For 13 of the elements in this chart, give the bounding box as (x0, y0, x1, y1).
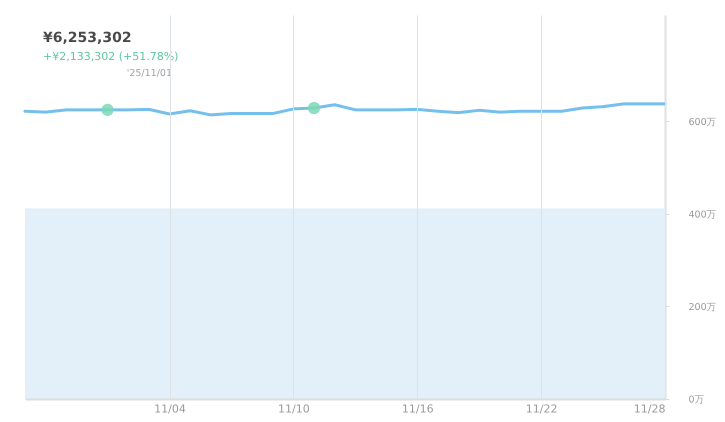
x-tick-label: 11/16 (402, 402, 434, 416)
annotation: +¥2,133,302 (+51.78%) (43, 50, 178, 63)
x-tick-label: 11/04 (154, 402, 186, 416)
y-tick-label: 600万 (688, 116, 717, 128)
y-tick-label: 400万 (688, 209, 717, 220)
x-tick-label: 11/22 (526, 402, 558, 416)
x-tick-label: 11/28 (634, 402, 666, 416)
y-tick-label: 200万 (688, 302, 717, 313)
annotation: ¥6,253,302 (43, 30, 132, 46)
annotation: '25/11/01 (126, 68, 172, 79)
line-series (24, 102, 666, 116)
x-tick-label: 11/10 (278, 402, 310, 416)
y-tick-label: 0万 (688, 394, 705, 406)
